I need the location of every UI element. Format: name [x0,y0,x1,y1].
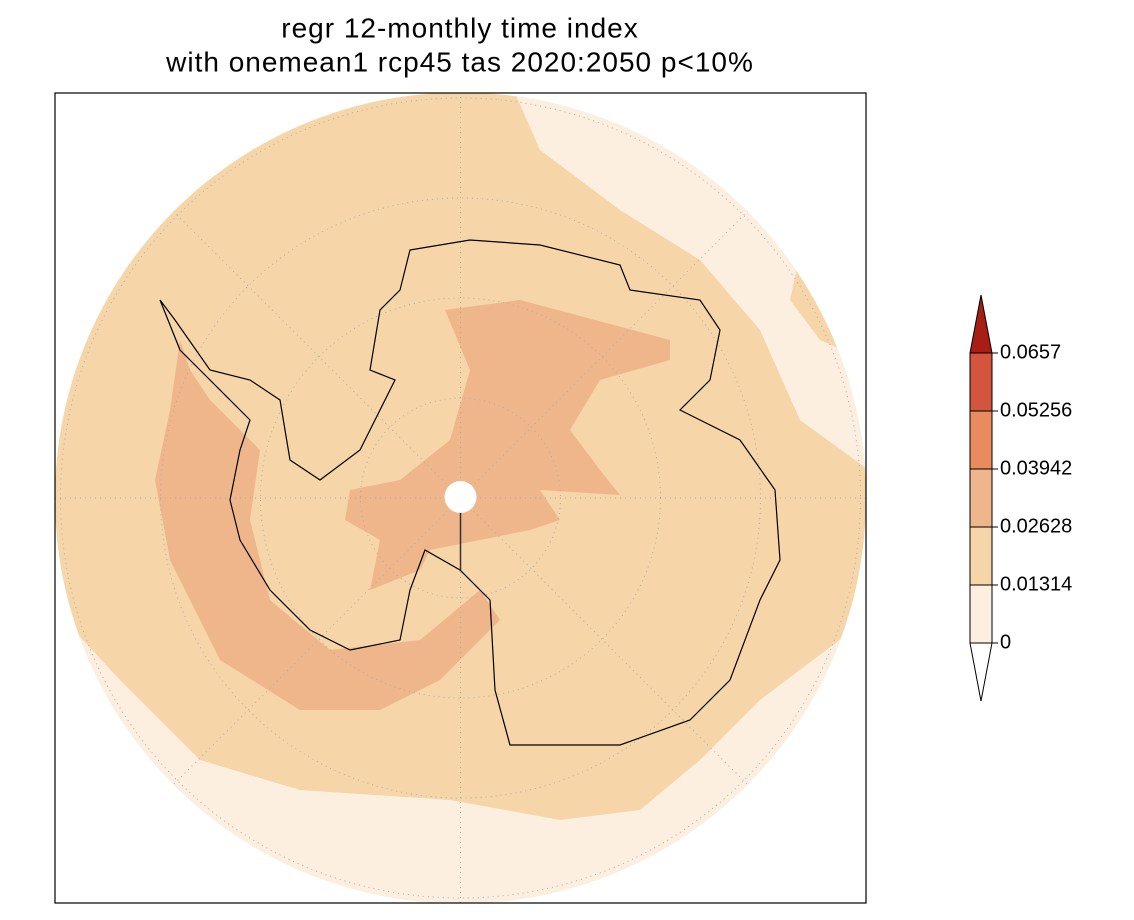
colorbar-swatch [969,410,993,470]
map-frame [54,92,867,904]
region [155,340,500,710]
colorbar-tick-label: 0.0657 [1000,341,1061,363]
colorbar-under [969,642,993,702]
colorbar-swatch [969,584,993,644]
colorbar-swatch [969,352,993,412]
colorbar-tick-label: 0.02628 [1000,515,1072,537]
colorbar-tick-label: 0.05256 [1000,399,1072,421]
colorbar-tick-label: 0.03942 [1000,457,1072,479]
title-line: regr 12-monthly time index [281,12,638,43]
colorbar: 0 0.01314 0.02628 0.03942 0.05256 0.0657 [969,294,1072,702]
colorbar-tick-label: 0.01314 [1000,573,1072,595]
map [54,92,867,904]
colorbar-swatch [969,468,993,528]
colorbar-tick-label: 0 [1000,631,1011,653]
colorbar-swatch [969,526,993,586]
region [55,610,866,903]
title-line: with onemean1 rcp45 tas 2020:2050 p<10% [165,46,754,77]
region [345,300,670,590]
colorbar-over [969,294,993,354]
coastline [159,239,781,746]
pole [444,481,477,513]
